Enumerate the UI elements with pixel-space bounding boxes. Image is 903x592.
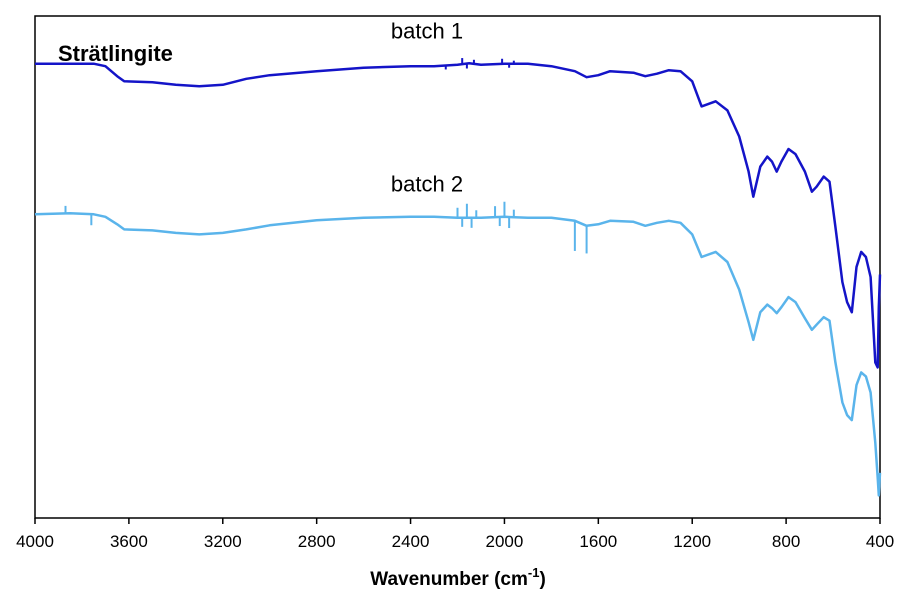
x-tick-label: 3600 xyxy=(110,532,148,551)
plot-frame xyxy=(34,15,881,519)
x-axis-title-close: ) xyxy=(539,569,545,590)
chart-title: Strätlingite xyxy=(58,41,173,66)
x-tick-label: 1200 xyxy=(673,532,711,551)
series-line-2 xyxy=(34,212,882,497)
series-label-1: batch 1 xyxy=(391,19,463,44)
x-tick-label: 800 xyxy=(772,532,800,551)
series-line-1 xyxy=(35,61,882,369)
x-axis-title-main: Wavenumber (cm xyxy=(370,569,528,590)
x-axis-ticks: 4000 3600 3200 2800 2400 2000 1600 1200 800 400 xyxy=(16,518,894,551)
x-tick-label: 4000 xyxy=(16,532,54,551)
x-tick-label: 2800 xyxy=(298,532,336,551)
x-axis-title: Wavenumber (cm-1) xyxy=(370,565,546,590)
x-tick-label: 400 xyxy=(866,532,894,551)
x-tick-label: 3200 xyxy=(204,532,242,551)
spectra-group xyxy=(34,58,882,497)
series-label-2: batch 2 xyxy=(391,172,463,197)
x-tick-label: 2400 xyxy=(392,532,430,551)
series-labels-group: batch 1 batch 2 xyxy=(391,19,463,197)
x-axis-title-sup: -1 xyxy=(528,565,540,580)
x-tick-label: 2000 xyxy=(486,532,524,551)
x-tick-label: 1600 xyxy=(579,532,617,551)
